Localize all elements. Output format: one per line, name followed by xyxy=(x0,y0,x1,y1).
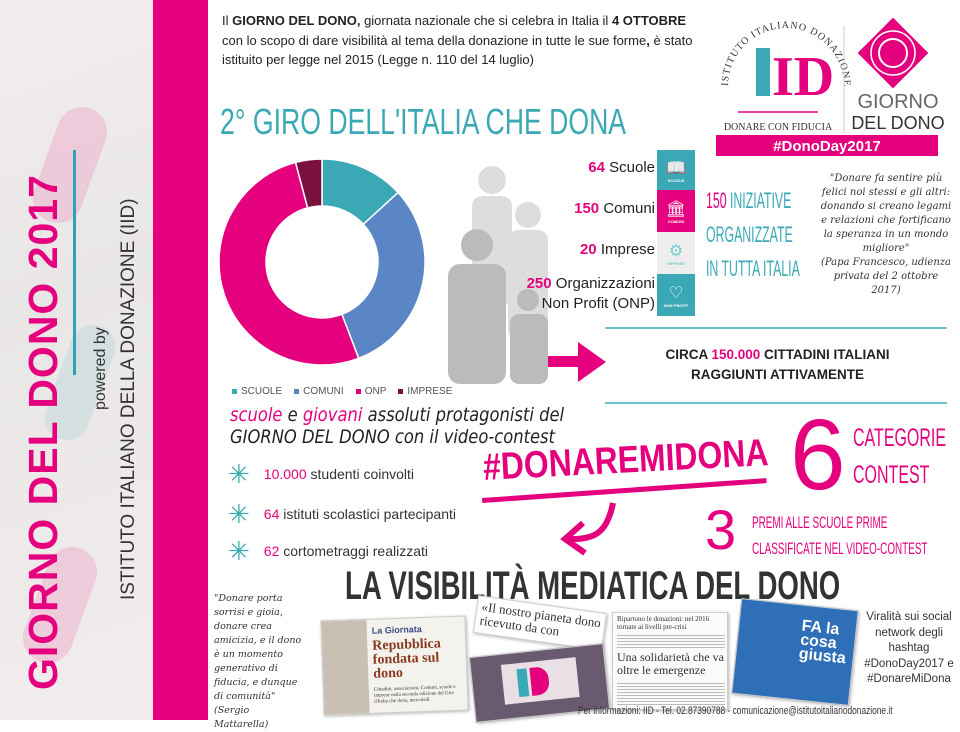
asterisk-icon: ✳ xyxy=(228,499,250,529)
divider-bottom xyxy=(605,402,947,404)
quote-papa: "Donare fa sentire più felici noi stessi… xyxy=(820,173,952,296)
legend-label: ONP xyxy=(364,386,387,397)
legend-swatch xyxy=(232,388,237,394)
sidebar-divider xyxy=(73,150,76,375)
bullet-item: ✳ 62 cortometraggi realizzati xyxy=(228,536,428,566)
bullet-item: ✳ 64 istituti scolastici partecipanti xyxy=(228,499,457,529)
legend-label: IMPRESE xyxy=(407,386,453,397)
stat-imprese: 20 Imprese xyxy=(579,241,655,258)
sidebar-title: GIORNO DEL DONO 2017 xyxy=(20,174,66,690)
logo-brand-line2: DEL DONO xyxy=(851,113,944,133)
legend-swatch xyxy=(398,388,404,394)
divider-top xyxy=(605,327,947,329)
bullet-item: ✳ 10.000 studenti coinvolti xyxy=(228,459,415,489)
legend-swatch xyxy=(355,388,361,394)
chart-legend: SCUOLE COMUNI ONP IMPRESE xyxy=(232,386,452,397)
footer-contact: Per informazioni: IID - Tel. 02.87390788… xyxy=(578,705,893,717)
legend-label: SCUOLE xyxy=(241,386,283,397)
intro-paragraph: Il GIORNO DEL DONO, giornata nazionale c… xyxy=(222,13,693,67)
legend-item-comuni: COMUNI xyxy=(294,386,344,397)
categories-count: 6 xyxy=(790,399,846,511)
diamond-emblem-icon xyxy=(857,17,929,89)
town-hall-icon: 🏛 COMUNI xyxy=(657,190,695,232)
curved-arrow-icon xyxy=(560,502,616,556)
logo-block: ISTITUTO ITALIANO DONAZIONE ID DONARE CO… xyxy=(708,8,956,160)
people-silhouettes-icon xyxy=(448,166,548,384)
institute-name: ISTITUTO ITALIANO DELLA DONAZIONE (IID) xyxy=(118,198,139,600)
book-icon: 📖 SCUOLE xyxy=(657,150,695,190)
social-virality-text: Viralità sui social network degli hashta… xyxy=(864,611,954,685)
donut-slice-onp xyxy=(218,161,360,366)
pink-band xyxy=(153,0,208,720)
legend-item-scuole: SCUOLE xyxy=(232,386,282,397)
reach-text: CIRCA 150.000 CITTADINI ITALIANI RAGGIUNT… xyxy=(665,347,890,382)
asterisk-icon: ✳ xyxy=(228,459,250,489)
press-clipping-repubblica: La Giornata Repubblica fondata sul dono … xyxy=(320,615,469,716)
categories-label: CATEGORIE CONTEST xyxy=(853,424,947,489)
legend-item-imprese: IMPRESE xyxy=(398,386,452,397)
logo-hashtag: #DonoDay2017 xyxy=(773,138,881,155)
stat-onp: 250 Organizzazioni Non Profit (ONP) xyxy=(526,275,655,312)
donut-chart xyxy=(218,158,426,366)
initiatives-text: 150 INIZIATIVE ORGANIZZATE IN TUTTA ITALIA xyxy=(706,188,800,281)
quote-mattarella: "Donare porta sorrisi e gioia, donare cr… xyxy=(214,593,302,730)
tv-show-image: FA la cosa giusta xyxy=(731,598,859,706)
stat-comuni: 150 Comuni xyxy=(574,200,655,217)
heart-icon: ♡ NON PROFIT xyxy=(657,274,695,316)
logo-brand-line1: GIORNO xyxy=(857,91,938,113)
legend-swatch xyxy=(294,388,300,394)
asterisk-icon: ✳ xyxy=(228,536,250,566)
sidebar-background xyxy=(0,0,153,720)
logo-graphic: ISTITUTO ITALIANO DONAZIONE ID DONARE CO… xyxy=(716,17,945,156)
prizes-count: 3 xyxy=(705,498,737,561)
legend-label: COMUNI xyxy=(303,386,344,397)
stat-scuole: 64 Scuole xyxy=(588,159,655,176)
gears-icon: ⚙ IMPRESE xyxy=(657,232,695,274)
prizes-label: PREMI ALLE SCUOLE PRIME CLASSIFICATE NEL … xyxy=(752,514,928,558)
logo-tagline: DONARE CON FIDUCIA xyxy=(724,122,833,133)
donut-slice-comuni xyxy=(340,191,426,360)
press-clipping-solidarieta: Ripartono le donazioni: nel 2016 tornate… xyxy=(612,612,728,710)
page-title: 2° GIRO DELL'ITALIA CHE DONA xyxy=(220,101,627,142)
powered-by-label: powered by xyxy=(92,327,109,410)
legend-item-onp: ONP xyxy=(355,386,387,397)
arrow-right-icon xyxy=(548,342,606,382)
youth-headline: scuole e giovani assoluti protagonisti d… xyxy=(230,404,565,448)
logo-monogram: ID xyxy=(772,46,834,108)
donut-slice-imprese xyxy=(294,158,323,209)
